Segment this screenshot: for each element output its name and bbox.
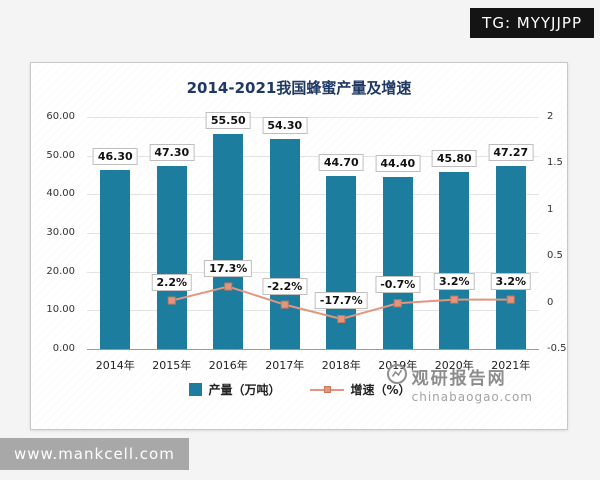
bar-value-label: 45.80 (431, 149, 477, 167)
watermark-domain: chinabaogao.com (411, 390, 533, 404)
line-marker (167, 296, 176, 305)
tg-badge: TG: MYYJJPP (470, 8, 594, 38)
line-legend-label: 增速（%） (350, 383, 411, 397)
chart-title: 2014-2021我国蜂蜜产量及增速 (186, 79, 412, 97)
x-axis-label: 2018年 (321, 359, 361, 372)
production-bar (269, 139, 300, 349)
production-bar (439, 171, 470, 349)
bar-value-label: 54.30 (262, 117, 308, 135)
gridline (87, 117, 539, 118)
y-axis-right: 2 1.5 1 0.5 0 -0.5 (543, 111, 573, 354)
growth-line (167, 282, 515, 324)
line-marker (224, 282, 233, 291)
line-legend-swatch (310, 383, 345, 396)
watermark-name: 观研报告网 (411, 368, 507, 389)
site-badge: www.mankcell.com (0, 438, 189, 470)
x-axis-label: 2015年 (152, 359, 192, 372)
line-marker (393, 299, 402, 308)
gridline (87, 271, 539, 273)
bar-legend-swatch (189, 383, 203, 396)
x-axis: 2014年 2015年 2016年 2017年 2018年 2019年 2020年 2021年 (87, 357, 539, 375)
x-axis-label: 2017年 (265, 359, 305, 372)
line-marker (337, 315, 346, 324)
y-axis-tick-left: 10.00 (46, 304, 75, 316)
line-legend-marker (324, 386, 332, 393)
y-axis-tick-left: 20.00 (46, 265, 75, 277)
bar-value-label: 47.30 (149, 144, 195, 162)
y-axis-tick-left: 0.00 (52, 343, 75, 354)
legend-item-growth: 增速（%） (310, 381, 411, 398)
y-axis-tick-left: 60.00 (46, 111, 75, 122)
production-bar (213, 134, 244, 349)
y-axis-tick-right: 1 (547, 203, 554, 215)
production-bar (156, 166, 187, 349)
gridline (87, 233, 539, 234)
bar-value-label: 46.30 (92, 147, 138, 165)
guanyan-logo-icon (386, 363, 408, 389)
growth-value-label: 3.2% (433, 272, 475, 290)
line-marker (450, 295, 459, 304)
y-axis-tick-right: 2 (547, 111, 554, 122)
y-axis-left: 60.00 50.00 40.00 30.00 20.00 10.00 0.00 (31, 111, 81, 354)
x-axis-label: 2020年 (434, 359, 474, 372)
y-axis-tick-right: -0.5 (547, 343, 567, 354)
x-axis-label: 2016年 (208, 359, 248, 372)
plot-area: 46.30 47.30 55.50 54.30 44.70 44.40 45.80 47.27… (87, 112, 539, 350)
production-bar (495, 166, 526, 349)
x-axis-label: 2014年 (95, 359, 135, 372)
legend: 产量（万吨） 增速（%） (31, 381, 569, 398)
y-axis-tick-left: 50.00 (46, 149, 75, 161)
y-axis-tick-right: 1.5 (547, 157, 563, 169)
gridline (87, 155, 539, 157)
chart-panel: 2014-2021我国蜂蜜产量及增速 60.00 50.00 40.00 30.00 2… (30, 62, 568, 430)
y-axis-tick-left: 40.00 (46, 188, 75, 200)
bar-value-label: 47.27 (488, 144, 534, 162)
bar-value-label: 44.40 (375, 155, 421, 173)
gridline (87, 349, 539, 350)
bar-value-label: 44.70 (318, 154, 364, 172)
bar-value-label: 55.50 (205, 112, 251, 130)
growth-value-label: 17.3% (204, 259, 253, 277)
growth-value-label: 2.2% (151, 273, 193, 291)
legend-item-production: 产量（万吨） (189, 381, 280, 398)
growth-value-label: 3.2% (490, 272, 532, 290)
y-axis-tick-left: 30.00 (46, 227, 75, 238)
production-bar (382, 177, 413, 349)
watermark: 观研报告网 chinabaogao.com (386, 363, 533, 404)
gridline (87, 194, 539, 196)
y-axis-tick-right: 0.5 (547, 250, 563, 262)
x-axis-label: 2021年 (491, 359, 531, 372)
production-bar (100, 169, 131, 349)
y-axis-tick-right: 0 (547, 296, 554, 308)
growth-value-label: -2.2% (262, 277, 308, 295)
line-marker (506, 295, 515, 304)
growth-value-label: -17.7% (314, 292, 368, 310)
line-marker (280, 300, 289, 309)
bar-legend-label: 产量（万吨） (208, 383, 281, 397)
growth-value-label: -0.7% (375, 276, 421, 294)
